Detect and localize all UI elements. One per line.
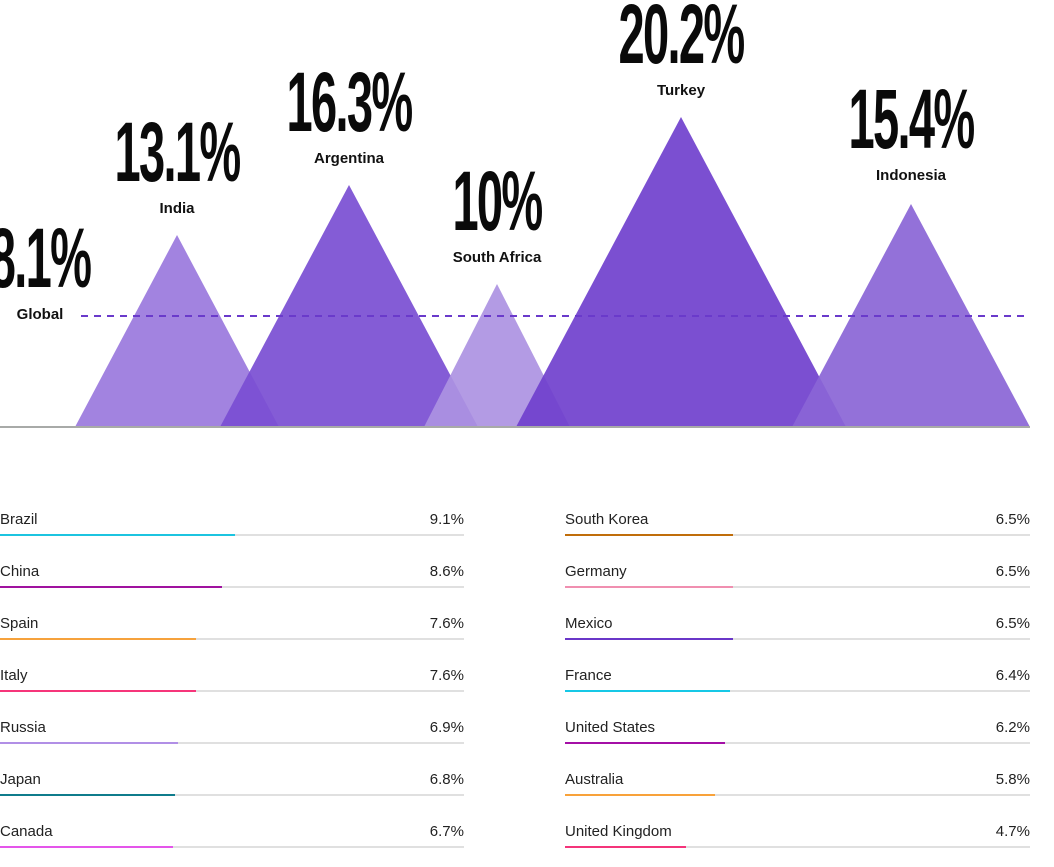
country-list-right: South Korea 6.5% Germany 6.5% Mexico 6.5% Fran…	[565, 500, 1030, 864]
country-row: United Kingdom 4.7%	[565, 812, 1030, 864]
peak-label: Indonesia	[875, 167, 947, 184]
country-row: Italy 7.6%	[0, 656, 464, 708]
peak-label: Turkey	[656, 82, 706, 99]
country-value: 7.6%	[429, 667, 464, 684]
peak-indonesia	[792, 204, 1030, 427]
bar-track	[0, 794, 464, 796]
peak-india	[75, 235, 279, 427]
country-row: France 6.4%	[565, 656, 1030, 708]
peak-argentina	[220, 185, 478, 427]
country-name: Russia	[0, 719, 46, 736]
bar-fill	[0, 742, 178, 744]
country-row: Germany 6.5%	[565, 552, 1030, 604]
peak-value: 10%	[452, 154, 543, 248]
country-value: 5.8%	[995, 771, 1030, 788]
peak-label: South Africa	[452, 249, 542, 266]
country-name: South Korea	[565, 511, 649, 528]
country-value: 6.2%	[995, 719, 1030, 736]
country-value: 6.4%	[995, 667, 1030, 684]
bar-track	[565, 794, 1030, 796]
country-value: 6.8%	[429, 771, 464, 788]
country-value: 6.7%	[429, 823, 464, 840]
bar-track	[0, 690, 464, 692]
bar-fill	[565, 742, 726, 744]
bar-fill	[565, 690, 731, 692]
country-value: 8.6%	[429, 563, 464, 580]
country-row: Australia 5.8%	[565, 760, 1030, 812]
bar-track	[565, 586, 1030, 588]
country-name: France	[565, 667, 612, 684]
global-label: Global	[16, 306, 64, 323]
country-name: Australia	[565, 771, 624, 788]
bar-track	[565, 846, 1030, 848]
country-name: China	[0, 563, 40, 580]
country-row: Canada 6.7%	[0, 812, 464, 864]
bar-fill	[565, 794, 715, 796]
bar-track	[565, 690, 1030, 692]
country-row: Spain 7.6%	[0, 604, 464, 656]
global-value: 8.1%	[0, 211, 92, 305]
peak-south-africa	[424, 284, 570, 427]
bar-track	[565, 534, 1030, 536]
country-name: Canada	[0, 823, 53, 840]
bar-track	[0, 742, 464, 744]
country-value: 6.5%	[995, 511, 1030, 528]
bar-track	[0, 846, 464, 848]
mountain-chart	[0, 117, 1030, 428]
peak-value: 16.3%	[286, 55, 414, 149]
bar-track	[565, 742, 1030, 744]
country-row: China 8.6%	[0, 552, 464, 604]
bar-fill	[0, 690, 196, 692]
country-value: 4.7%	[995, 823, 1030, 840]
country-value: 6.5%	[995, 563, 1030, 580]
peak-turkey	[516, 117, 846, 427]
bar-fill	[0, 534, 235, 536]
peak-value: 20.2%	[618, 0, 746, 81]
country-row: United States 6.2%	[565, 708, 1030, 760]
country-list-left: Brazil 9.1% China 8.6% Spain 7.6% Italy 7.6% Rus…	[0, 500, 464, 864]
country-value: 9.1%	[429, 511, 464, 528]
country-name: United Kingdom	[565, 823, 672, 840]
bar-fill	[0, 846, 173, 848]
country-value: 7.6%	[429, 615, 464, 632]
country-name: Italy	[0, 667, 28, 684]
bar-fill	[0, 638, 196, 640]
country-name: Mexico	[565, 615, 613, 632]
bar-track	[0, 638, 464, 640]
country-name: Brazil	[0, 511, 38, 528]
bar-track	[565, 638, 1030, 640]
country-row: Russia 6.9%	[0, 708, 464, 760]
peak-label: Argentina	[313, 150, 385, 167]
country-row: Mexico 6.5%	[565, 604, 1030, 656]
country-name: Japan	[0, 771, 41, 788]
country-row: South Korea 6.5%	[565, 500, 1030, 552]
country-name: Germany	[565, 563, 627, 580]
country-row: Brazil 9.1%	[0, 500, 464, 552]
country-value: 6.5%	[995, 615, 1030, 632]
bar-fill	[565, 638, 733, 640]
country-value: 6.9%	[429, 719, 464, 736]
country-name: Spain	[0, 615, 39, 632]
country-row: Japan 6.8%	[0, 760, 464, 812]
country-name: United States	[565, 719, 656, 736]
bar-track	[0, 586, 464, 588]
bar-fill	[565, 534, 733, 536]
bar-fill	[0, 586, 222, 588]
bar-fill	[565, 846, 687, 848]
bar-track	[0, 534, 464, 536]
bar-fill	[0, 794, 176, 796]
bar-fill	[565, 586, 733, 588]
peak-value: 15.4%	[848, 72, 976, 166]
peak-label: India	[159, 200, 195, 217]
peak-value: 13.1%	[114, 105, 242, 199]
